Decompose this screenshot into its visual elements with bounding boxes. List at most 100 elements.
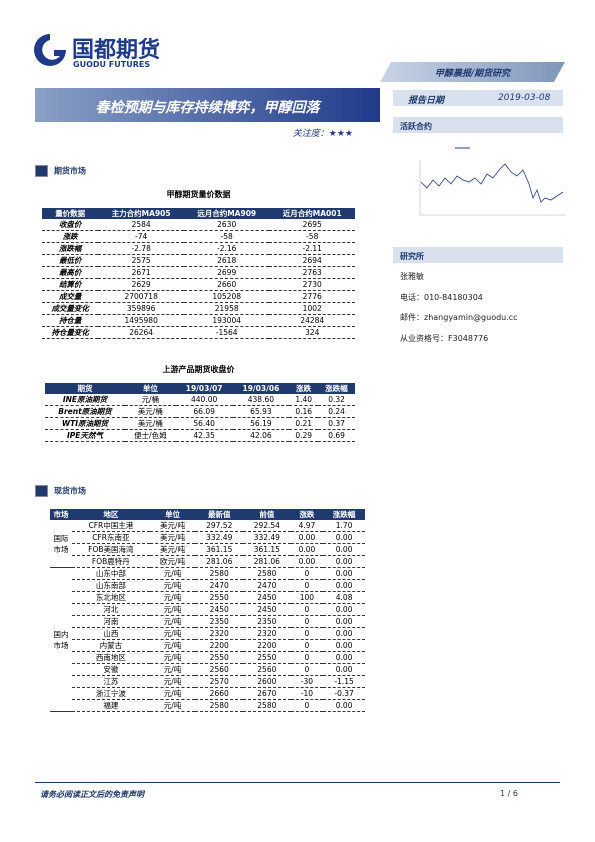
table-cell: 2470: [195, 579, 244, 592]
table-cell: 2580: [243, 567, 291, 580]
table-cell: 292.54: [243, 520, 291, 532]
header-cell: 最新值: [195, 509, 244, 520]
logo-cn: 国都期货: [72, 38, 161, 63]
table-row: 山东南部 元/吨 2470 2470 0 0.00: [50, 579, 365, 592]
header-cell: 单位: [149, 509, 196, 520]
table-cell: 24284: [269, 314, 355, 327]
table-cell: 100: [290, 591, 324, 604]
chart-thumbnail: [419, 147, 565, 216]
header-cell: 19/03/07: [175, 383, 233, 394]
table-cell: 281.06: [195, 555, 244, 568]
table-cell: 0.00: [323, 615, 365, 628]
table-cell: 105208: [183, 290, 270, 303]
table-cell: 0.00: [290, 543, 324, 556]
table-cell: 0: [290, 603, 324, 616]
table-cell: 江苏: [72, 675, 150, 688]
table-cell: 0.00: [323, 663, 365, 676]
email: 邮件：zhangyamin@guodu.cc: [400, 313, 518, 322]
table-cell: -0.37: [323, 687, 365, 700]
category: 甲醇晨报/期货研究: [434, 69, 511, 79]
table-row: FOB鹿特丹 欧元/吨 281.06 281.06 0.00 0.00: [50, 555, 365, 568]
table-cell: 0.00: [323, 651, 365, 664]
table-cell: -2.78: [98, 242, 184, 255]
table-cell: 2550: [243, 651, 291, 664]
spot-table: 市场 地区 单位 最新值 前值 涨跌 涨跌幅 国际市场 CFR中国主港 美元/吨 297.52 292…: [50, 509, 365, 712]
table-row: 西南地区 元/吨 2550 2550 0 0.00: [50, 651, 365, 664]
table-cell: 1495980: [98, 314, 184, 327]
table-row: 持仓量变化 26264 -1564 324: [42, 326, 355, 339]
table-cell: 4.97: [290, 520, 324, 532]
table-row: WTI原油期货 美元/桶 56.40 56.19 0.21 0.37: [45, 417, 355, 430]
table-cell: 0.16: [289, 405, 319, 418]
table-cell: 2570: [195, 675, 244, 688]
table-cell: 0.00: [323, 699, 365, 712]
table-cell: 成交量变化: [42, 302, 99, 315]
table-row: 涨跌幅 -2.78 -2.16 -2.11: [42, 242, 355, 255]
table-cell: 元/吨: [149, 651, 196, 664]
table-cell: 0: [290, 699, 324, 712]
table-cell: 2671: [98, 266, 184, 279]
logo-mark: [34, 34, 66, 66]
table-cell: 0: [290, 651, 324, 664]
table-cell: 河南: [72, 615, 150, 628]
table-cell: 0.00: [323, 567, 365, 580]
table-cell: 0.00: [290, 555, 324, 568]
table-cell: 2670: [243, 687, 291, 700]
table-cell: 2700718: [98, 290, 184, 303]
table-cell: 2629: [98, 278, 184, 291]
table-title: 上游产品期货收盘价: [162, 365, 235, 374]
table-cell: 2560: [195, 663, 244, 676]
title: 春检预期与库存持续博弈，甲醇回落: [95, 100, 320, 116]
table-cell: 2580: [195, 567, 244, 580]
table-cell: 2350: [195, 615, 244, 628]
header-cell: 涨跌幅: [318, 383, 355, 394]
table-cell: -58: [269, 230, 355, 243]
table-cell: Brent原油期货: [45, 405, 125, 418]
table-cell: CFR东南亚: [72, 531, 150, 544]
table-cell: 福建: [72, 699, 150, 712]
disclaimer: 请务必阅读正文后的免责声明: [40, 790, 144, 799]
table-row: 浙江宁波 元/吨 2660 2670 -10 -0.37: [50, 687, 365, 700]
table-cell: 1002: [269, 302, 355, 315]
table-cell: 山东南部: [72, 579, 150, 592]
table-cell: 便士/色姆: [124, 429, 176, 442]
table-cell: 元/吨: [149, 627, 196, 640]
table-cell: 0.00: [323, 603, 365, 616]
table-cell: 281.06: [243, 555, 291, 568]
table-cell: 2730: [269, 278, 355, 291]
table-cell: 2630: [183, 219, 270, 231]
license: 从业资格号：F3048776: [400, 334, 489, 343]
futures-table: 量价数据 主力合约MA905 远月合约MA909 近月合约MA001 收盘价 2584 26…: [42, 208, 355, 339]
table-row: IPE天然气 便士/色姆 42.35 42.06 0.29 0.69: [45, 429, 355, 442]
table-row: 内蒙古 元/吨 2200 2200 0 0.00: [50, 639, 365, 652]
table-cell: 56.19: [232, 417, 290, 430]
table-cell: 2694: [269, 254, 355, 267]
header-cell: 量价数据: [42, 208, 99, 219]
table-cell: 东北地区: [72, 591, 150, 604]
attention: 关注度：★★★: [292, 129, 353, 139]
table-cell: 元/吨: [149, 663, 196, 676]
table-title: 甲醇期货量价数据: [166, 190, 231, 199]
table-cell: 内蒙古: [72, 639, 150, 652]
section-title: 期货市场: [54, 166, 86, 176]
table-cell: -1.15: [323, 675, 365, 688]
logo-en: GUODU FUTURES: [73, 60, 151, 69]
table-cell: 440.00: [175, 394, 233, 406]
table-cell: 438.60: [232, 394, 290, 406]
table-cell: FOB美国海湾: [72, 543, 150, 556]
table-cell: -30: [290, 675, 324, 688]
table-cell: FOB鹿特丹: [72, 555, 150, 568]
table-cell: WTI原油期货: [45, 417, 125, 430]
section-futures: 期货市场: [35, 165, 86, 177]
table-row: 最低价 2575 2618 2694: [42, 254, 355, 267]
table-cell: 0.00: [323, 639, 365, 652]
table-cell: 美元/吨: [149, 531, 196, 544]
table-cell: 最低价: [42, 254, 99, 267]
table-cell: 元/吨: [149, 687, 196, 700]
table-row: 山西 元/吨 2320 2320 0 0.00: [50, 627, 365, 640]
table-cell: 361.15: [195, 543, 244, 556]
table-cell: 0.32: [318, 394, 355, 406]
upstream-table: 期货 单位 19/03/07 19/03/06 涨跌 涨跌幅 INE原油期货 元/桶 440.0…: [45, 383, 355, 442]
table-cell: 332.49: [195, 531, 244, 544]
table-cell: 0.00: [323, 627, 365, 640]
